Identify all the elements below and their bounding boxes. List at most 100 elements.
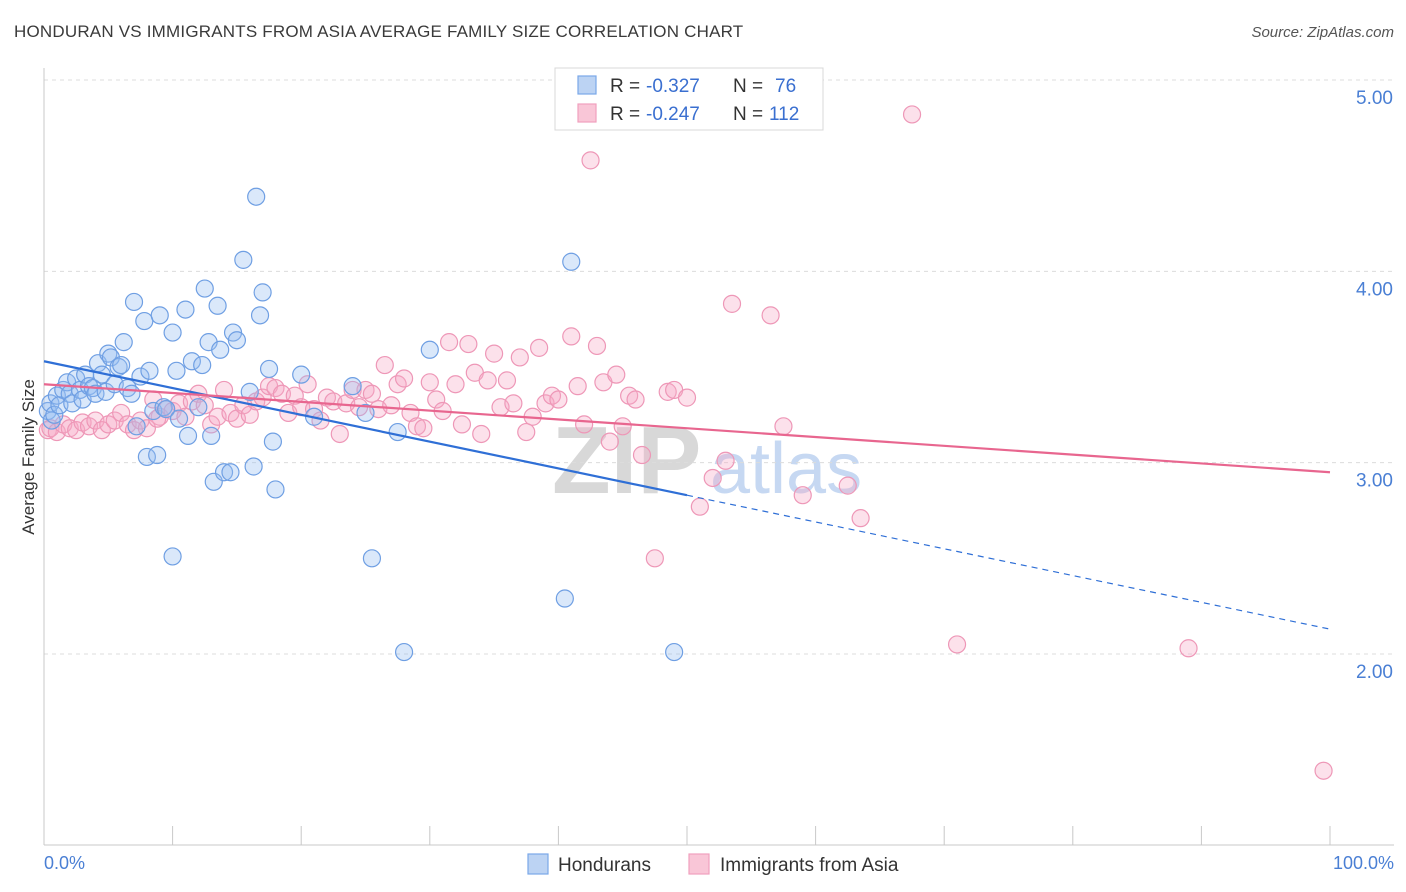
honduran-point xyxy=(555,589,574,608)
honduran-point xyxy=(109,357,128,377)
honduran-point xyxy=(178,426,198,445)
honduran-point xyxy=(150,306,169,325)
asia-point xyxy=(382,396,401,415)
trend-lines xyxy=(43,360,1331,630)
trend-line-hondurans xyxy=(43,360,688,497)
asia-point xyxy=(658,382,677,401)
asia-point xyxy=(793,486,812,505)
honduran-point xyxy=(101,348,120,367)
asia-point xyxy=(459,334,478,354)
honduran-point xyxy=(167,361,186,380)
legend-n-label-asia: N = xyxy=(733,104,763,125)
asia-point xyxy=(343,380,362,400)
asia-point xyxy=(504,394,523,413)
honduran-point xyxy=(247,187,266,206)
asia-point xyxy=(452,415,472,434)
legend-swatch-hondurans xyxy=(577,75,597,95)
bottom-legend-label-hondurans: Hondurans xyxy=(558,855,651,876)
asia-point xyxy=(446,375,465,394)
asia-point xyxy=(613,417,632,436)
asia-point xyxy=(716,451,735,470)
x-tick-marks xyxy=(43,826,1331,845)
asia-point xyxy=(851,509,870,528)
honduran-point xyxy=(221,463,240,482)
honduran-point xyxy=(148,445,167,465)
asia-point xyxy=(703,468,722,488)
honduran-point xyxy=(292,365,311,384)
honduran-point xyxy=(394,642,414,662)
honduran-point xyxy=(45,405,64,424)
series-legend: Hondurans Immigrants from Asia xyxy=(527,853,899,876)
legend-r-value-hondurans: -0.327 xyxy=(646,76,700,97)
asia-point xyxy=(485,344,504,363)
legend-r-label-asia: R = xyxy=(610,104,640,125)
honduran-point xyxy=(124,292,144,312)
asia-point xyxy=(394,369,414,388)
honduran-point xyxy=(182,352,201,371)
asia-point xyxy=(568,377,587,396)
asia-point xyxy=(722,294,742,313)
asia-point xyxy=(581,151,600,170)
asia-point xyxy=(530,338,549,357)
honduran-point xyxy=(244,457,263,476)
x-tick-label-max: 100.0% xyxy=(1333,853,1394,873)
asia-point xyxy=(690,497,709,516)
honduran-point xyxy=(195,279,214,298)
honduran-point xyxy=(154,398,173,417)
honduran-point xyxy=(127,417,146,436)
asia-point xyxy=(497,371,517,390)
honduran-point xyxy=(63,394,82,413)
asia-point xyxy=(1179,639,1198,658)
honduran-point xyxy=(211,340,230,359)
honduran-point xyxy=(169,409,189,428)
honduran-point xyxy=(214,463,234,482)
y-tick-label: 4.00 xyxy=(1356,279,1393,300)
honduran-point xyxy=(163,547,182,566)
y-tick-labels: 2.00 3.00 4.00 5.00 xyxy=(1356,88,1393,683)
asia-point xyxy=(677,388,697,407)
asia-point xyxy=(600,432,619,451)
bottom-legend-label-asia: Immigrants from Asia xyxy=(720,855,899,876)
asia-point xyxy=(902,105,922,124)
asia-point xyxy=(838,476,857,495)
bottom-legend-swatch-hondurans xyxy=(527,853,549,875)
honduran-point xyxy=(140,361,159,380)
honduran-point xyxy=(157,399,176,419)
asia-point xyxy=(330,424,349,444)
stats-legend: R = -0.327 N = 76 R = -0.247 N = 112 xyxy=(554,67,824,131)
asia-point xyxy=(517,422,536,442)
grid-lines xyxy=(44,79,1394,655)
series-hondurans xyxy=(38,187,684,662)
honduran-point xyxy=(259,359,279,379)
asia-point xyxy=(375,355,394,375)
asia-point xyxy=(607,365,626,384)
asia-point xyxy=(774,417,793,436)
honduran-point xyxy=(343,377,362,396)
asia-point xyxy=(362,384,382,403)
honduran-point xyxy=(122,384,141,403)
honduran-point xyxy=(193,355,212,375)
asia-point xyxy=(510,348,529,367)
honduran-point xyxy=(240,382,259,401)
honduran-point xyxy=(163,323,182,342)
trend-line-hondurans-extension xyxy=(686,494,1331,630)
y-tick-label: 2.00 xyxy=(1356,662,1393,683)
legend-r-value-asia: -0.247 xyxy=(646,104,700,125)
honduran-point xyxy=(176,300,195,319)
asia-point xyxy=(285,386,304,405)
asia-point xyxy=(176,407,195,426)
honduran-point xyxy=(362,549,382,568)
asia-point xyxy=(587,336,607,356)
watermark-atlas: atlas xyxy=(710,429,862,509)
asia-point xyxy=(414,419,433,438)
chart-title: HONDURAN VS IMMIGRANTS FROM ASIA AVERAGE… xyxy=(14,22,744,41)
asia-point xyxy=(761,306,780,325)
honduran-point xyxy=(250,306,270,325)
y-axis-label: Average Family Size xyxy=(19,379,38,535)
x-tick-label-min: 0.0% xyxy=(44,853,85,873)
legend-n-value-asia: 112 xyxy=(769,104,799,125)
legend-n-label-hondurans: N = xyxy=(733,76,763,97)
honduran-point xyxy=(562,252,581,271)
honduran-point xyxy=(266,480,285,499)
